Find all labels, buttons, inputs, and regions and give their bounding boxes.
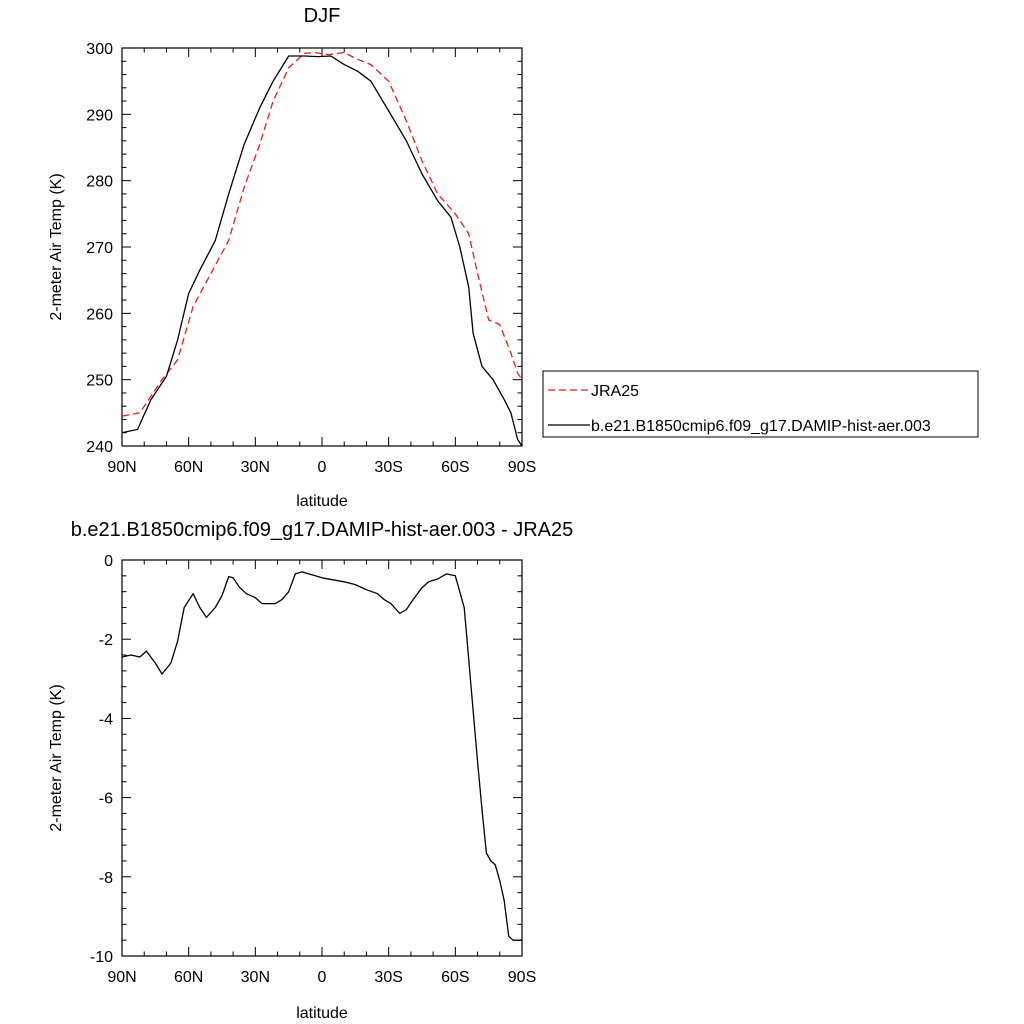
legend-label-model: b.e21.B1850cmip6.f09_g17.DAMIP-hist-aer.… [591, 418, 931, 435]
top-x-tick-label: 60N [174, 459, 203, 476]
top-series-lines [121, 51, 523, 447]
legend-box [542, 370, 979, 438]
top-x-tick-label: 90S [508, 459, 536, 476]
top-x-tick-label: 30S [374, 459, 402, 476]
legend-label-jra25: JRA25 [591, 383, 639, 400]
top-series-line-0 [121, 51, 523, 417]
top-panel: DJF 90N 60N 30N 0 30S 60S 90S 240 250 260 270 280 29… [48, 5, 536, 510]
top-plot-frame [121, 47, 523, 447]
bottom-axis-ticks: 90N 60N 30N 0 30S 60S 90S -10 -8 -6 -4 -2 0 [90, 553, 536, 986]
bottom-y-tick-label: -8 [99, 870, 113, 887]
bottom-y-tick-label: -6 [99, 791, 113, 808]
top-y-tick-label: 280 [86, 174, 113, 191]
bottom-y-tick-label: -2 [99, 632, 113, 649]
top-x-tick-label: 30N [241, 459, 270, 476]
top-y-axis-label: 2-meter Air Temp (K) [48, 173, 65, 320]
top-y-tick-label: 300 [86, 41, 113, 58]
top-y-tick-label: 250 [86, 373, 113, 390]
bottom-y-tick-label: -4 [99, 711, 113, 728]
top-x-tick-label: 0 [318, 459, 327, 476]
bottom-x-tick-label: 60N [174, 969, 203, 986]
bottom-x-tick-label: 30N [241, 969, 270, 986]
bottom-series-lines [121, 571, 522, 941]
top-x-tick-label: 60S [441, 459, 469, 476]
legend: JRA25 b.e21.B1850cmip6.f09_g17.DAMIP-his… [542, 370, 979, 438]
top-y-tick-label: 270 [86, 240, 113, 257]
bottom-panel: b.e21.B1850cmip6.f09_g17.DAMIP-hist-aer.… [48, 519, 573, 1022]
bottom-y-tick-label: -10 [90, 949, 113, 966]
top-y-tick-label: 240 [86, 439, 113, 456]
top-panel-title: DJF [304, 5, 341, 27]
top-y-tick-label: 290 [86, 107, 113, 124]
bottom-x-tick-label: 60S [441, 969, 469, 986]
top-axis-ticks: 90N 60N 30N 0 30S 60S 90S 240 250 260 270 280 290 300 [86, 41, 536, 476]
bottom-x-tick-label: 0 [318, 969, 327, 986]
bottom-y-axis-label: 2-meter Air Temp (K) [48, 684, 65, 831]
bottom-x-axis-label: latitude [296, 1005, 348, 1022]
top-series-line-1 [121, 55, 523, 447]
top-x-tick-label: 90N [107, 459, 136, 476]
bottom-x-tick-label: 30S [374, 969, 402, 986]
top-x-axis-label: latitude [296, 493, 348, 510]
bottom-y-tick-label: 0 [104, 553, 113, 570]
bottom-panel-title: b.e21.B1850cmip6.f09_g17.DAMIP-hist-aer.… [71, 519, 574, 541]
top-y-tick-label: 260 [86, 306, 113, 323]
bottom-x-tick-label: 90N [107, 969, 136, 986]
bottom-series-line-0 [121, 571, 522, 941]
bottom-x-tick-label: 90S [508, 969, 536, 986]
